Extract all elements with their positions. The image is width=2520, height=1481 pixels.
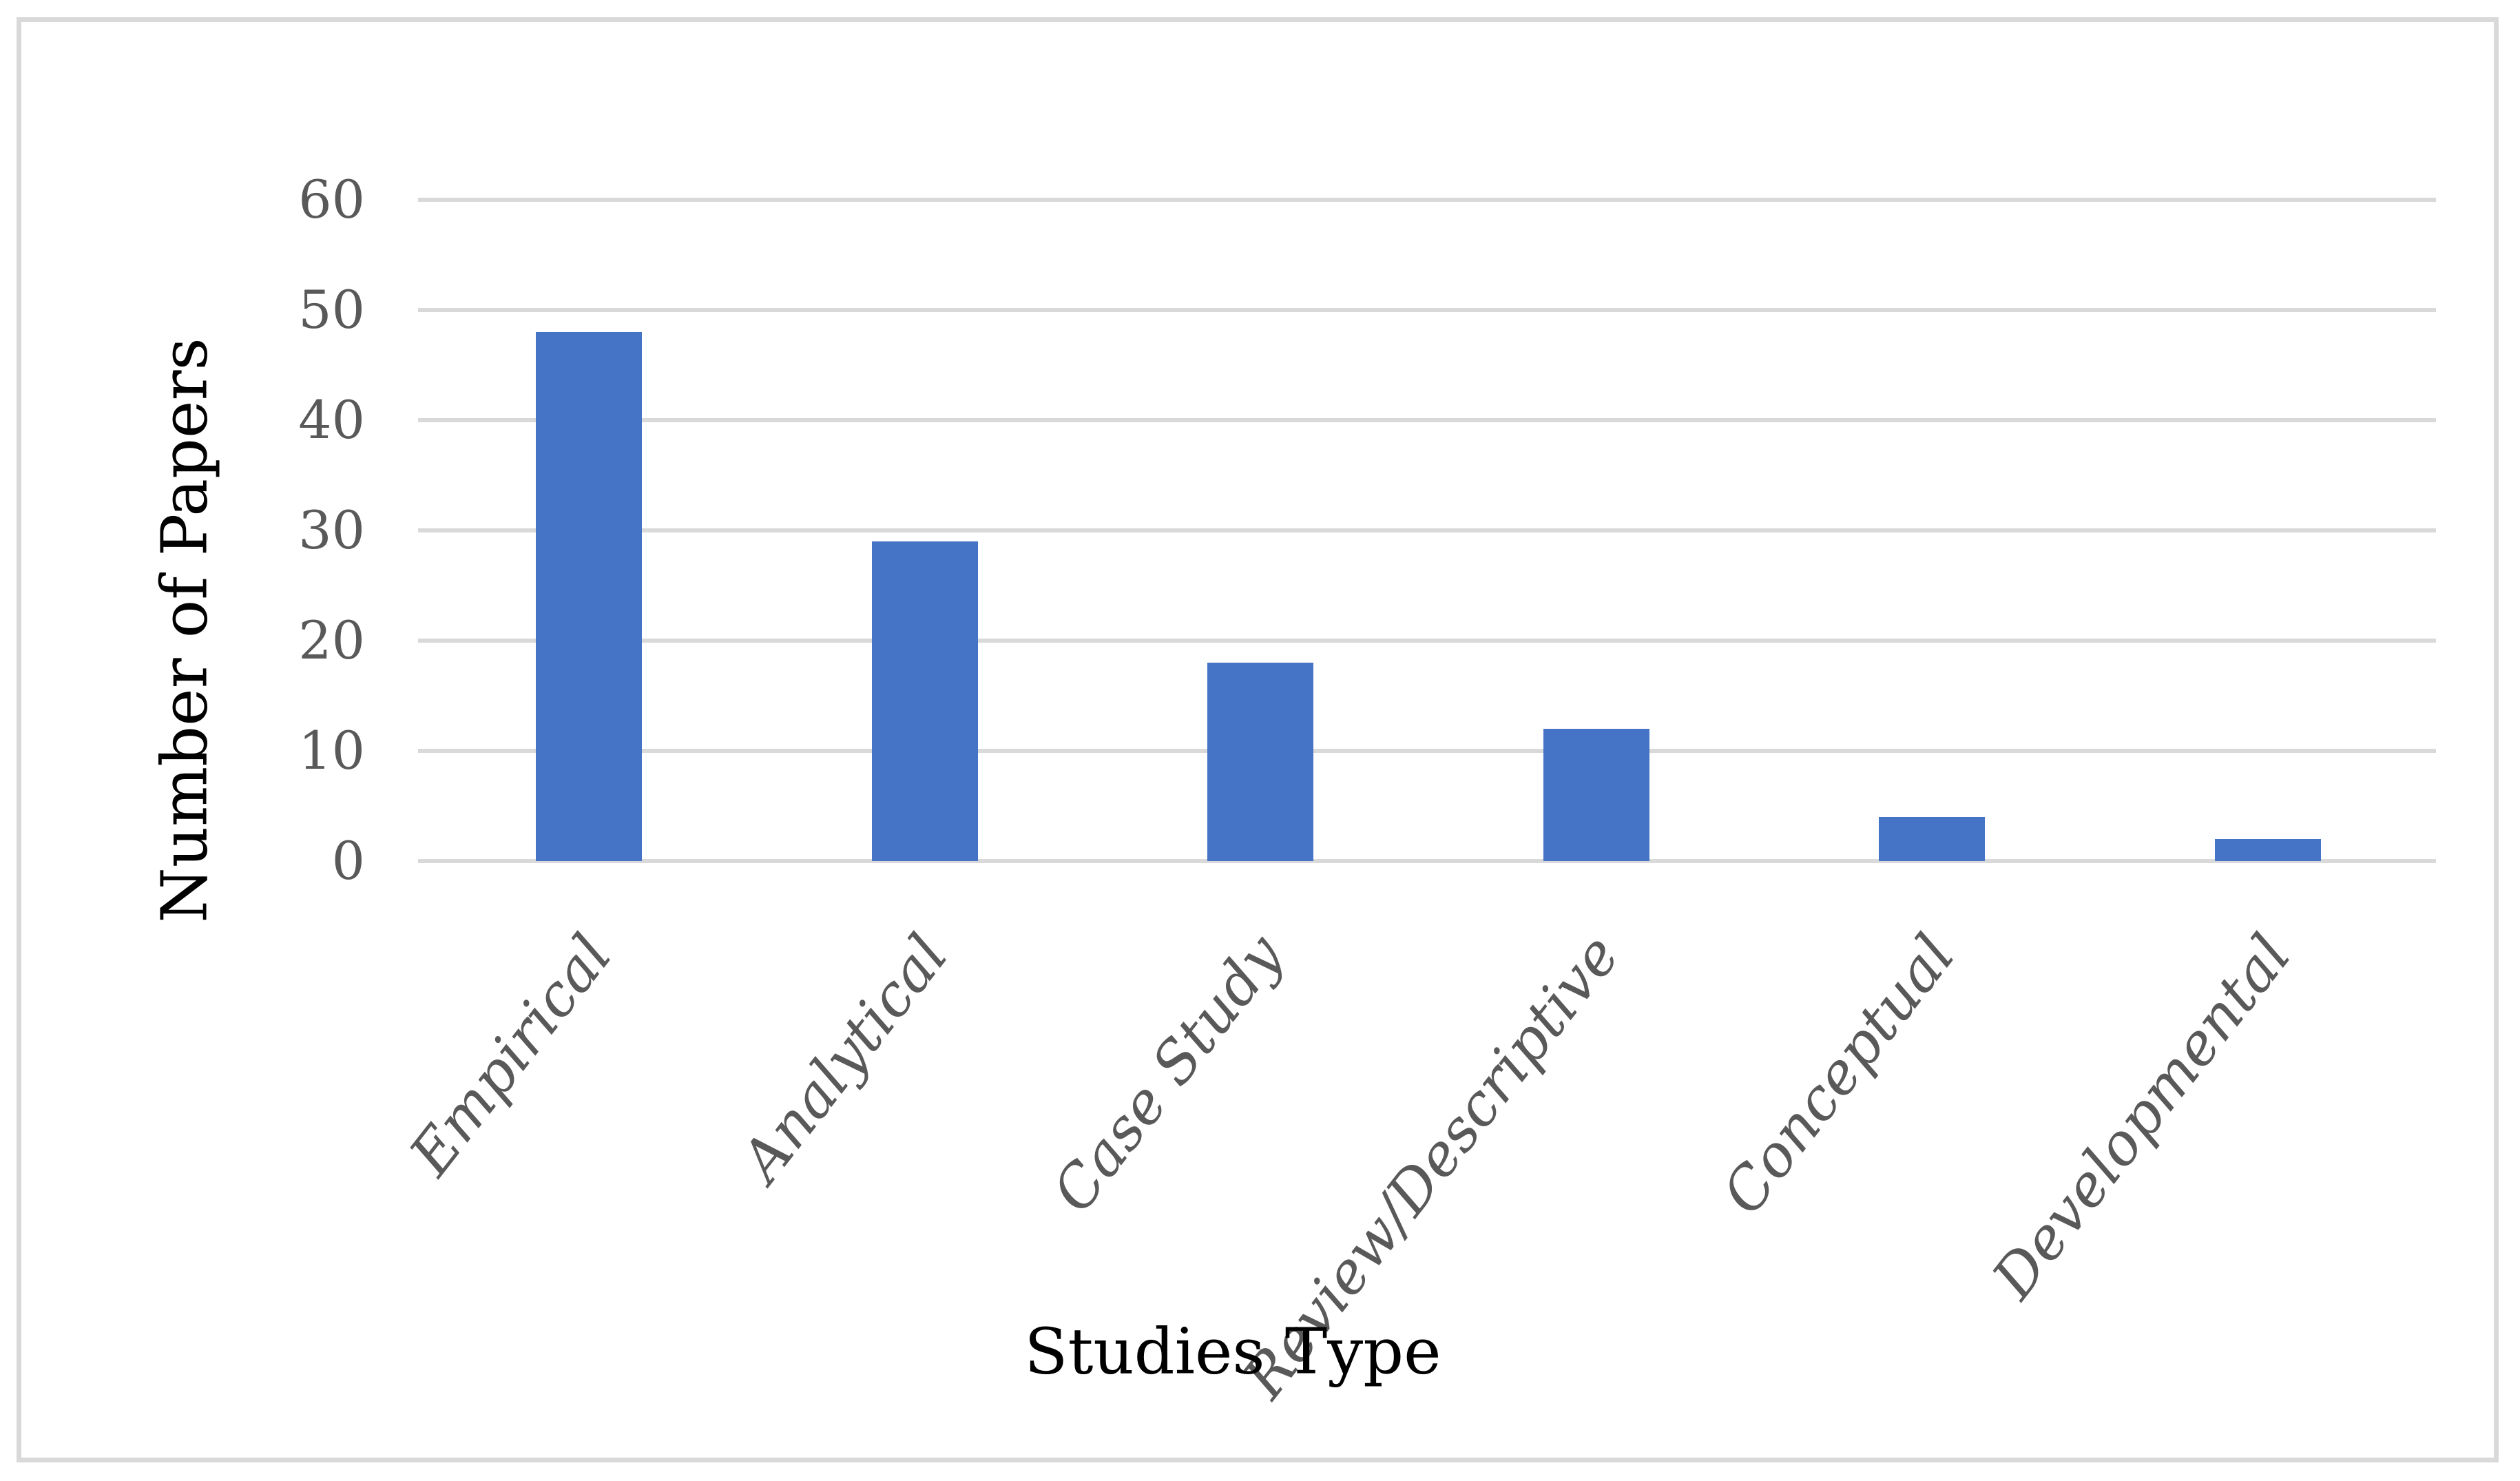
y-tick-label-60: 60 [298,169,365,230]
y-tick-label-10: 10 [298,720,365,781]
gridline-y-40 [418,418,2436,422]
bar-case-study [1207,663,1313,861]
figure-border [17,17,2499,1462]
y-tick-label-40: 40 [298,389,365,450]
gridline-y-30 [418,528,2436,532]
gridline-y-50 [418,308,2436,312]
gridline-y-60 [418,198,2436,202]
gridline-y-20 [418,639,2436,643]
bar-review-descriptive [1543,729,1649,861]
bar-empirical [536,332,642,861]
x-axis-title: Studies Type [1024,1314,1441,1389]
y-tick-label-30: 30 [298,499,365,561]
y-tick-label-50: 50 [298,279,365,340]
bar-conceptual [1879,817,1985,861]
y-tick-label-20: 20 [298,610,365,671]
y-tick-label-0: 0 [331,830,365,891]
bar-analytical [871,541,978,861]
y-axis-title: Number of Papers [147,338,222,923]
bar-developmental [2214,839,2321,861]
gridline-y-10 [418,749,2436,753]
gridline-y-0 [418,859,2436,863]
